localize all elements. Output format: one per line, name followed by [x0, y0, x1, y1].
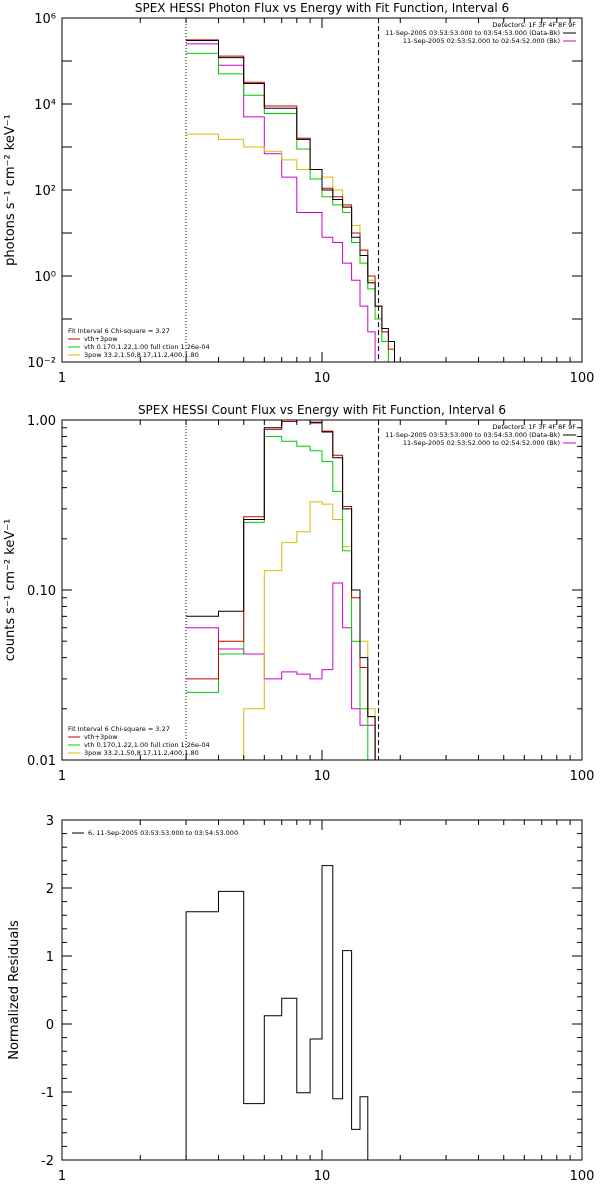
data-interval-label: 11-Sep-2005 02:53:52.000 to 02:54:52.000…	[403, 439, 560, 447]
x-tick-label: 100	[570, 769, 595, 784]
series-line-data-bk	[186, 420, 395, 760]
y-tick-label: 10⁶	[34, 12, 56, 27]
fit-legend-entry: Fit Interval 6 Chi-square = 3.27	[68, 725, 170, 733]
panel-title: SPEX HESSI Photon Flux vs Energy with Fi…	[135, 1, 509, 15]
count-flux-panel: SPEX HESSI Count Flux vs Energy with Fit…	[3, 403, 594, 784]
series-group	[186, 39, 401, 362]
series-line-data-bk	[186, 40, 401, 362]
y-tick-label: 3	[46, 814, 54, 829]
x-tick-label: 1	[58, 1169, 66, 1184]
series-line-vth	[186, 436, 395, 760]
detectors-label: Detectors: 1F 3F 4F 8F 9F	[492, 423, 576, 431]
y-tick-label: 10⁴	[34, 98, 56, 113]
fit-legend-entry: Fit Interval 6 Chi-square = 3.27	[68, 327, 170, 335]
data-interval-label: 11-Sep-2005 03:53:53.000 to 03:54:53.000…	[385, 431, 560, 439]
y-tick-label: -2	[41, 1154, 54, 1169]
photon-flux-panel: SPEX HESSI Photon Flux vs Energy with Fi…	[3, 1, 594, 386]
y-tick-label: 0.01	[27, 754, 56, 769]
fit-legend-entry: vth+3pow	[84, 733, 118, 741]
x-tick-label: 10	[314, 1169, 331, 1184]
series-group	[186, 420, 395, 760]
y-tick-label: 0.10	[27, 584, 56, 599]
residuals-panel: Normalized Residuals 1 10 100 -2 -1 0 1 2 3 6, 11-…	[7, 814, 594, 1184]
series-line-bk	[186, 582, 395, 760]
y-tick-label: -1	[41, 1086, 54, 1101]
y-axis-label: Normalized Residuals	[7, 920, 22, 1060]
plot-frame	[61, 419, 583, 761]
x-tick-label: 1	[58, 769, 66, 784]
detectors-label: Detectors: 1F 3F 4F 8F 9F	[492, 21, 576, 29]
x-tick-label: 100	[570, 371, 595, 386]
data-interval-label: 11-Sep-2005 03:53:53.000 to 03:54:53.000…	[385, 29, 560, 37]
y-tick-label: 1.00	[27, 414, 56, 429]
y-axis-label: photons s⁻¹ cm⁻² keV⁻¹	[3, 114, 18, 266]
series-line-3pow	[186, 501, 395, 760]
y-tick-label: 1	[46, 950, 54, 965]
y-axis-label: counts s⁻¹ cm⁻² keV⁻¹	[3, 519, 18, 662]
fit-legend-entry: vth 0.170,1.22,1.00 full ction 1.26e-04	[84, 343, 210, 351]
residuals-line	[185, 865, 379, 1161]
residuals-legend: 6, 11-Sep-2005 03:53:53.000 to 03:54:53.…	[88, 829, 238, 837]
series-line-bk	[186, 43, 401, 362]
x-tick-label: 100	[570, 1169, 595, 1184]
y-tick-label: 10⁰	[34, 270, 56, 285]
y-tick-label: 10⁻²	[27, 356, 56, 371]
x-tick-label: 10	[314, 769, 331, 784]
fit-legend-entry: vth+3pow	[84, 335, 118, 343]
fit-legend-entry: 3pow 33.2,1.50,8.17,11.2,400,1.80	[84, 351, 199, 359]
x-tick-label: 10	[314, 371, 331, 386]
y-tick-label: 0	[46, 1018, 54, 1033]
data-interval-label: 11-Sep-2005 02:53:52.000 to 02:54:52.000…	[403, 37, 560, 45]
fit-legend-entry: 3pow 33.2,1.50,8.17,11.2,400,1.80	[84, 749, 199, 757]
panel-title: SPEX HESSI Count Flux vs Energy with Fit…	[138, 403, 506, 417]
y-tick-label: 2	[46, 882, 54, 897]
fit-legend-entry: vth 0.170,1.22,1.00 full ction 1.26e-04	[84, 741, 210, 749]
x-tick-label: 1	[58, 371, 66, 386]
y-tick-label: 10²	[34, 184, 56, 199]
